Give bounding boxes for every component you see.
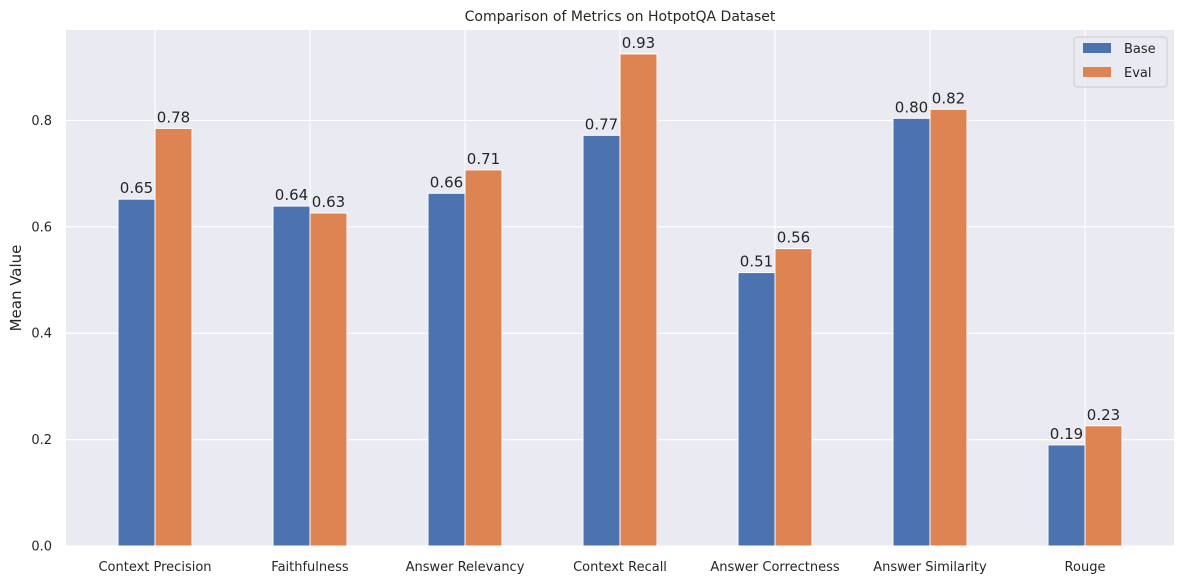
- data-label-base: 0.19: [1050, 425, 1083, 443]
- x-tick-label: Rouge: [1065, 560, 1106, 575]
- bar-base-3: [582, 134, 621, 547]
- y-axis-ticks: 0.0 0.2 0.4 0.6 0.8: [31, 114, 52, 555]
- x-tick-label: Answer Similarity: [873, 560, 987, 575]
- data-label-eval: 0.56: [777, 229, 810, 247]
- data-label-base: 0.66: [430, 173, 463, 191]
- bar-base-6: [1047, 444, 1086, 547]
- bar-eval-3: [619, 53, 658, 547]
- data-label-eval: 0.63: [312, 193, 345, 211]
- y-tick-label: 0.4: [31, 327, 52, 342]
- data-labels: 0.65 0.64 0.66 0.77 0.51 0.80 0.19 0.78 0.63 0.71…: [120, 34, 1120, 443]
- bar-eval-4: [774, 248, 813, 547]
- x-axis-ticks: Context Precision Faithfulness Answer Rele…: [98, 560, 1105, 575]
- bar-eval-2: [464, 169, 503, 547]
- legend-label-base: Base: [1124, 42, 1156, 57]
- x-tick-label: Answer Relevancy: [406, 560, 525, 575]
- bar-base-5: [892, 117, 931, 547]
- data-label-eval: 0.93: [622, 34, 655, 52]
- data-label-base: 0.65: [120, 179, 153, 197]
- x-tick-label: Context Recall: [573, 560, 667, 575]
- x-tick-label: Answer Correctness: [710, 560, 839, 575]
- bars: [117, 53, 1123, 547]
- data-label-base: 0.77: [585, 115, 618, 133]
- legend: Base Eval: [1073, 36, 1168, 88]
- bar-eval-0: [154, 127, 193, 547]
- legend-swatch-eval: [1083, 67, 1111, 77]
- bar-base-4: [737, 272, 776, 547]
- y-tick-label: 0.2: [31, 433, 52, 448]
- data-label-eval: 0.71: [467, 150, 500, 168]
- data-label-eval: 0.78: [157, 108, 190, 126]
- data-label-base: 0.51: [740, 253, 773, 271]
- bar-eval-6: [1084, 425, 1123, 547]
- legend-swatch-base: [1083, 43, 1111, 53]
- x-tick-label: Context Precision: [98, 560, 211, 575]
- chart-title: Comparison of Metrics on HotpotQA Datase…: [465, 9, 776, 25]
- data-label-base: 0.80: [895, 98, 928, 116]
- bar-eval-1: [309, 212, 348, 547]
- y-axis-label: Mean Value: [7, 245, 25, 332]
- y-tick-label: 0.0: [31, 540, 52, 555]
- y-tick-label: 0.8: [31, 114, 52, 129]
- data-label-base: 0.64: [275, 186, 308, 204]
- x-tick-label: Faithfulness: [271, 560, 349, 575]
- bar-eval-5: [929, 108, 968, 547]
- bar-base-2: [427, 192, 466, 547]
- bar-base-1: [272, 205, 311, 547]
- legend-label-eval: Eval: [1124, 66, 1152, 81]
- data-label-eval: 0.82: [932, 89, 965, 107]
- y-tick-label: 0.6: [31, 220, 52, 235]
- data-label-eval: 0.23: [1087, 406, 1120, 424]
- bar-base-0: [117, 198, 156, 547]
